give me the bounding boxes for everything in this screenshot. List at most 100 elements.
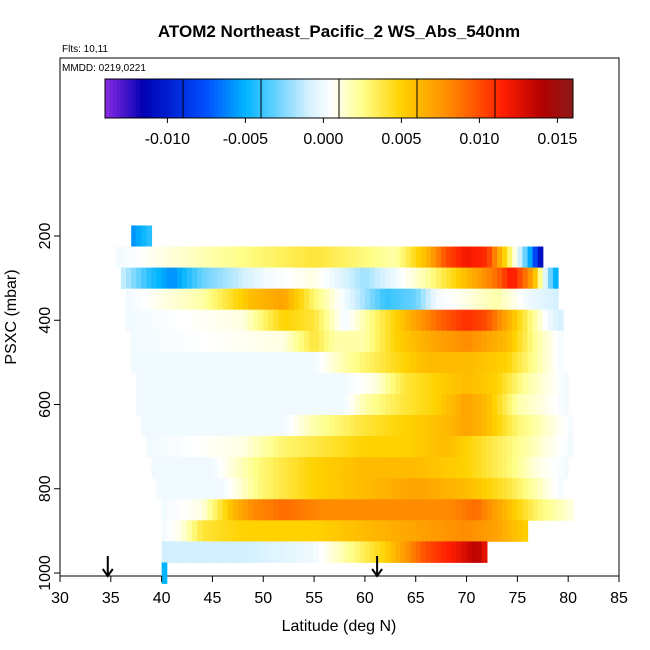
heatmap-cell [415, 520, 422, 542]
heatmap-cell [420, 309, 427, 332]
heatmap-cell [461, 372, 468, 395]
heatmap-cell [207, 520, 214, 542]
heatmap-cell [517, 499, 524, 521]
colorbar-segment [311, 79, 317, 118]
heatmap-cell [171, 267, 178, 290]
heatmap-cell [242, 499, 249, 521]
heatmap-row [156, 478, 564, 500]
heatmap-cell [339, 541, 346, 563]
heatmap-cell [309, 246, 315, 268]
heatmap-cell [146, 330, 153, 353]
heatmap-cell [466, 457, 473, 479]
heatmap-cell [547, 330, 554, 353]
heatmap-cell [359, 415, 366, 437]
heatmap-cell [278, 499, 285, 521]
heatmap-cell [486, 288, 493, 311]
heatmap-cell [151, 457, 158, 479]
heatmap-cell [527, 246, 534, 268]
heatmap-cell [171, 436, 178, 458]
heatmap-cell [451, 330, 457, 353]
heatmap-cell [268, 541, 275, 563]
heatmap-cell [476, 520, 483, 542]
heatmap-cell [512, 246, 518, 268]
heatmap-cell [425, 457, 432, 479]
heatmap-cell [197, 478, 203, 500]
heatmap-cell [410, 351, 417, 374]
heatmap-cell [497, 330, 503, 353]
heatmap-cell [364, 436, 371, 458]
colorbar-segment [510, 79, 515, 118]
heatmap-cell [161, 415, 168, 437]
heatmap-cell [436, 288, 442, 311]
heatmap-cell [436, 541, 442, 563]
heatmap-cell [563, 457, 569, 479]
heatmap-cell [425, 246, 432, 268]
x-tick-label: 60 [356, 590, 374, 607]
heatmap-cell [522, 267, 529, 290]
heatmap-cell [309, 309, 315, 332]
heatmap-cell [491, 288, 498, 311]
heatmap-cell [253, 246, 259, 268]
colorbar-segment [288, 79, 293, 118]
heatmap-cell [146, 372, 153, 395]
heatmap-cell [263, 267, 269, 290]
heatmap-cell [181, 246, 188, 268]
heatmap-cell [425, 436, 432, 458]
colorbar-segment [420, 79, 426, 118]
heatmap-cell [258, 372, 264, 395]
heatmap-cell [339, 499, 346, 521]
heatmap-cell [181, 372, 188, 395]
heatmap-cell [298, 393, 305, 416]
heatmap-cell [385, 267, 391, 290]
heatmap-cell [349, 499, 356, 521]
heatmap-cell [446, 246, 452, 268]
heatmap-cell [471, 393, 478, 416]
heatmap-cell [461, 457, 468, 479]
heatmap-cell [441, 393, 447, 416]
heatmap-cell [278, 372, 285, 395]
heatmap-cell [319, 267, 325, 290]
heatmap-cell [237, 330, 244, 353]
heatmap-cell [303, 393, 310, 416]
heatmap-cell [425, 372, 432, 395]
heatmap-cell [298, 520, 305, 542]
heatmap-cell [237, 393, 244, 416]
heatmap-cell [461, 499, 468, 521]
heatmap-cell [390, 415, 396, 437]
heatmap-cell [491, 415, 498, 437]
heatmap-cell [334, 415, 341, 437]
heatmap-cell [446, 393, 452, 416]
heatmap-cell [288, 246, 295, 268]
heatmap-cell [217, 372, 224, 395]
colorbar-segment [479, 79, 484, 118]
heatmap-cell [283, 309, 290, 332]
heatmap-cell [222, 541, 229, 563]
heatmap-cell [288, 393, 295, 416]
heatmap-cell [146, 267, 153, 290]
heatmap-cell [258, 457, 264, 479]
heatmap-cell [532, 288, 539, 311]
heatmap-cell [522, 393, 529, 416]
heatmap-cell [507, 267, 513, 290]
heatmap-cell [232, 457, 239, 479]
colorbar-segment [374, 79, 379, 118]
heatmap-cell [268, 393, 275, 416]
heatmap-cell [263, 372, 269, 395]
heatmap-cell [446, 436, 452, 458]
colorbar-segment [522, 79, 527, 118]
heatmap-cell [390, 457, 396, 479]
heatmap-cell [481, 246, 488, 268]
heatmap-cell [207, 351, 214, 374]
heatmap-cell [166, 541, 173, 563]
heatmap-cell [176, 330, 183, 353]
heatmap-cell [466, 478, 473, 500]
heatmap-cell [497, 288, 503, 311]
heatmap-cell [283, 330, 290, 353]
heatmap-cell [207, 372, 214, 395]
colorbar-segment [428, 79, 434, 118]
heatmap-cell [319, 330, 325, 353]
heatmap-cell [430, 478, 437, 500]
colorbar-segment [136, 79, 141, 118]
heatmap-cell [456, 436, 463, 458]
heatmap-cell [446, 499, 452, 521]
